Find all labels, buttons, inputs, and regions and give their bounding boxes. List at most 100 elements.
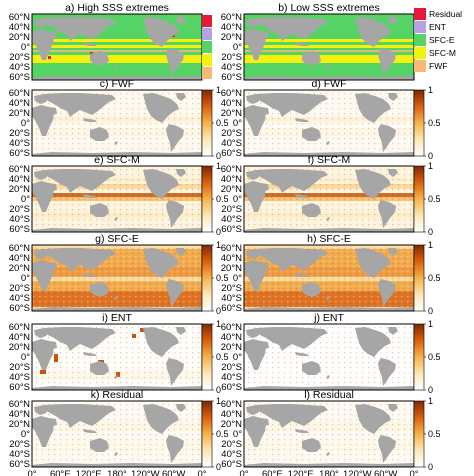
lat-tick-label: 60°S — [9, 459, 30, 470]
lat-tick-label: 40°N — [221, 22, 242, 33]
lat-tick-label: 0° — [233, 42, 242, 53]
colorbar-tick-label: 1 — [216, 396, 221, 406]
lon-tick-label: 0° — [197, 469, 206, 476]
legend-label: FWF — [429, 61, 447, 71]
lat-tick-label: 20°N — [9, 419, 30, 430]
category-swatch — [202, 67, 212, 79]
sfc-m-band — [244, 45, 414, 48]
colorbar-tick-label: 0 — [216, 306, 221, 316]
colorbar-tick-label: 0.5 — [216, 352, 229, 362]
colorbar-tick-label: 1 — [216, 161, 221, 171]
lat-tick-label: 60°N — [221, 12, 242, 23]
map-panel — [243, 89, 415, 157]
lat-tick-label: 20°N — [9, 263, 30, 274]
lat-tick-label: 0° — [21, 273, 30, 284]
lat-tick-label: 0° — [21, 429, 30, 440]
lat-tick-label: 40°N — [221, 409, 242, 420]
lat-tick-label: 20°S — [221, 283, 242, 294]
lat-tick-label: 20°N — [221, 419, 242, 430]
lat-tick-label: 0° — [233, 118, 242, 129]
lat-tick-label: 20°S — [9, 283, 30, 294]
lat-tick-label: 40°N — [221, 174, 242, 185]
colorbar-tick-label: 0 — [216, 151, 221, 161]
colorbar-tick-label: 0.5 — [428, 429, 441, 439]
lat-tick-label: 60°N — [9, 88, 30, 99]
legend-label: ENT — [429, 22, 446, 32]
lat-tick-label: 60°N — [221, 164, 242, 175]
residual-patch — [90, 52, 93, 55]
lat-tick-label: 60°S — [221, 459, 242, 470]
lon-tick-label: 0° — [27, 469, 36, 476]
colorbar-tick-label: 1 — [428, 319, 433, 329]
fwf-band — [244, 50, 414, 52]
lat-tick-label: 60°N — [9, 164, 30, 175]
lat-tick-label: 60°N — [221, 88, 242, 99]
lat-tick-label: 60°S — [221, 382, 242, 393]
colorbar-tick-label: 0 — [428, 462, 433, 472]
lat-tick-label: 20°S — [221, 52, 242, 63]
lat-tick-label: 60°S — [9, 72, 30, 83]
lat-tick-label: 20°S — [9, 204, 30, 215]
lat-tick-label: 20°S — [9, 362, 30, 373]
lat-tick-label: 40°S — [221, 372, 242, 383]
legend-swatch — [414, 47, 426, 59]
lat-tick-label: 60°S — [9, 382, 30, 393]
lat-tick-label: 60°S — [221, 148, 242, 159]
sfc-m-band — [32, 59, 202, 63]
lat-tick-label: 0° — [233, 429, 242, 440]
lat-tick-label: 20°N — [9, 184, 30, 195]
lat-tick-label: 60°S — [9, 148, 30, 159]
category-swatch — [202, 41, 212, 53]
lon-tick-label: 0° — [239, 469, 248, 476]
colorbar-tick-label: 0.5 — [428, 194, 441, 204]
legend-swatch — [414, 60, 426, 72]
lon-tick-label: 120°W — [343, 469, 372, 476]
map-panel — [243, 400, 415, 468]
colorbar — [413, 400, 425, 468]
panel-title: j) ENT — [313, 312, 344, 324]
panel-title: b) Low SSS extremes — [278, 2, 380, 14]
colorbar-tick-label: 1 — [428, 240, 433, 250]
lat-tick-label: 60°S — [221, 72, 242, 83]
lat-tick-label: 40°N — [9, 409, 30, 420]
lat-tick-label: 40°N — [9, 98, 30, 109]
colorbar — [201, 165, 213, 233]
colorbar-tick-label: 0 — [216, 385, 221, 395]
lat-tick-label: 0° — [233, 194, 242, 205]
colorbar-tick-label: 0.5 — [428, 273, 441, 283]
lat-tick-label: 60°S — [221, 303, 242, 314]
colorbar-tick-label: 0.5 — [216, 118, 229, 128]
lat-tick-label: 20°N — [9, 342, 30, 353]
panel-title: i) ENT — [102, 312, 132, 324]
lat-tick-label: 0° — [233, 352, 242, 363]
colorbar — [201, 244, 213, 312]
lat-tick-label: 20°N — [9, 108, 30, 119]
lat-tick-label: 40°N — [221, 332, 242, 343]
lat-tick-label: 60°N — [221, 399, 242, 410]
legend-label: SFC-E — [429, 35, 455, 45]
map-panel — [243, 323, 415, 391]
lon-tick-label: 0° — [409, 469, 418, 476]
colorbar-tick-label: 0.5 — [428, 352, 441, 362]
lat-tick-label: 60°N — [9, 322, 30, 333]
lat-tick-label: 40°N — [221, 98, 242, 109]
fwf-band — [32, 50, 202, 52]
map-panel — [31, 323, 203, 391]
panel-title: d) FWF — [312, 78, 347, 90]
panel-title: l) Residual — [304, 389, 354, 401]
lat-tick-label: 40°N — [221, 253, 242, 264]
category-swatch — [202, 15, 212, 27]
lat-tick-label: 0° — [21, 42, 30, 53]
map-panel — [31, 13, 203, 81]
colorbar-tick-label: 1 — [428, 396, 433, 406]
sfc-m-band — [244, 59, 414, 63]
lat-tick-label: 20°N — [221, 184, 242, 195]
panel-title: c) FWF — [100, 78, 134, 90]
lat-tick-label: 40°S — [221, 293, 242, 304]
ent-patch — [140, 328, 146, 332]
lat-tick-label: 40°S — [9, 62, 30, 73]
lat-tick-label: 60°S — [221, 224, 242, 235]
lat-tick-label: 20°N — [221, 108, 242, 119]
colorbar-tick-label: 1 — [216, 319, 221, 329]
